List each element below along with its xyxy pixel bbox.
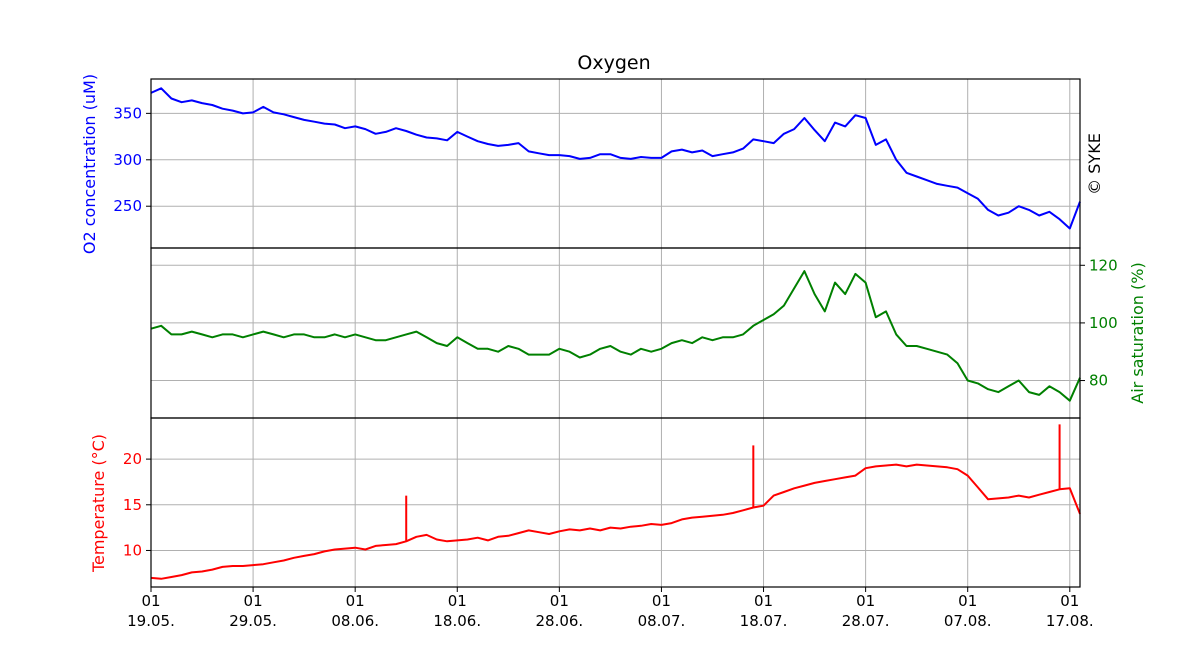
y-tick-label: 120 bbox=[1089, 256, 1118, 274]
series-lines bbox=[150, 87, 1081, 580]
y-tick-label: 300 bbox=[113, 151, 142, 169]
y-axis-ticks: 250 300 350 80 100 120 10 15 20 bbox=[113, 104, 1117, 559]
x-tick-label-bottom: 07.08. bbox=[944, 612, 992, 630]
x-tick-label-top: 01 bbox=[754, 592, 773, 610]
air_saturation-series-line bbox=[150, 270, 1081, 402]
panel-frames bbox=[150, 78, 1081, 588]
x-tick-label-bottom: 08.06. bbox=[331, 612, 379, 630]
x-tick-label-bottom: 28.06. bbox=[535, 612, 583, 630]
x-axis-ticks: 01 19.05. 01 29.05. 01 08.06. 01 18.06. 01 28.06.… bbox=[127, 587, 1094, 630]
x-tick-label-top: 01 bbox=[550, 592, 569, 610]
temperature-panel-frame bbox=[150, 417, 1081, 588]
o2-axis-title: O2 concentration (uM) bbox=[80, 74, 99, 254]
x-tick-label-bottom: 29.05. bbox=[229, 612, 277, 630]
y-tick-label: 350 bbox=[113, 104, 142, 122]
x-tick-label-top: 01 bbox=[958, 592, 977, 610]
y-tick-label: 10 bbox=[123, 541, 142, 559]
air-saturation-axis-title: Air saturation (%) bbox=[1128, 262, 1147, 403]
x-tick-label-bottom: 18.06. bbox=[433, 612, 481, 630]
y-tick-label: 100 bbox=[1089, 314, 1118, 332]
o2-series-line bbox=[150, 87, 1081, 230]
x-tick-label-bottom: 19.05. bbox=[127, 612, 175, 630]
y-tick-label: 15 bbox=[123, 496, 142, 514]
x-tick-label-top: 01 bbox=[856, 592, 875, 610]
temperature-series-line bbox=[150, 463, 1081, 580]
x-tick-label-bottom: 18.07. bbox=[740, 612, 788, 630]
y-tick-label: 20 bbox=[123, 450, 142, 468]
x-tick-label-bottom: 17.08. bbox=[1046, 612, 1094, 630]
x-tick-label-top: 01 bbox=[1060, 592, 1079, 610]
y-tick-label: 80 bbox=[1089, 372, 1108, 390]
x-tick-label-top: 01 bbox=[346, 592, 365, 610]
x-tick-label-top: 01 bbox=[652, 592, 671, 610]
x-tick-label-top: 01 bbox=[141, 592, 160, 610]
x-tick-label-top: 01 bbox=[244, 592, 263, 610]
x-tick-label-bottom: 28.07. bbox=[842, 612, 890, 630]
chart-title: Oxygen bbox=[577, 52, 650, 74]
x-tick-label-top: 01 bbox=[448, 592, 467, 610]
watermark-syke: © SYKE bbox=[1085, 133, 1104, 195]
y-tick-label: 250 bbox=[113, 197, 142, 215]
temperature-axis-title: Temperature (°C) bbox=[89, 434, 108, 573]
x-tick-label-bottom: 08.07. bbox=[638, 612, 686, 630]
grid-lines bbox=[150, 79, 1080, 587]
